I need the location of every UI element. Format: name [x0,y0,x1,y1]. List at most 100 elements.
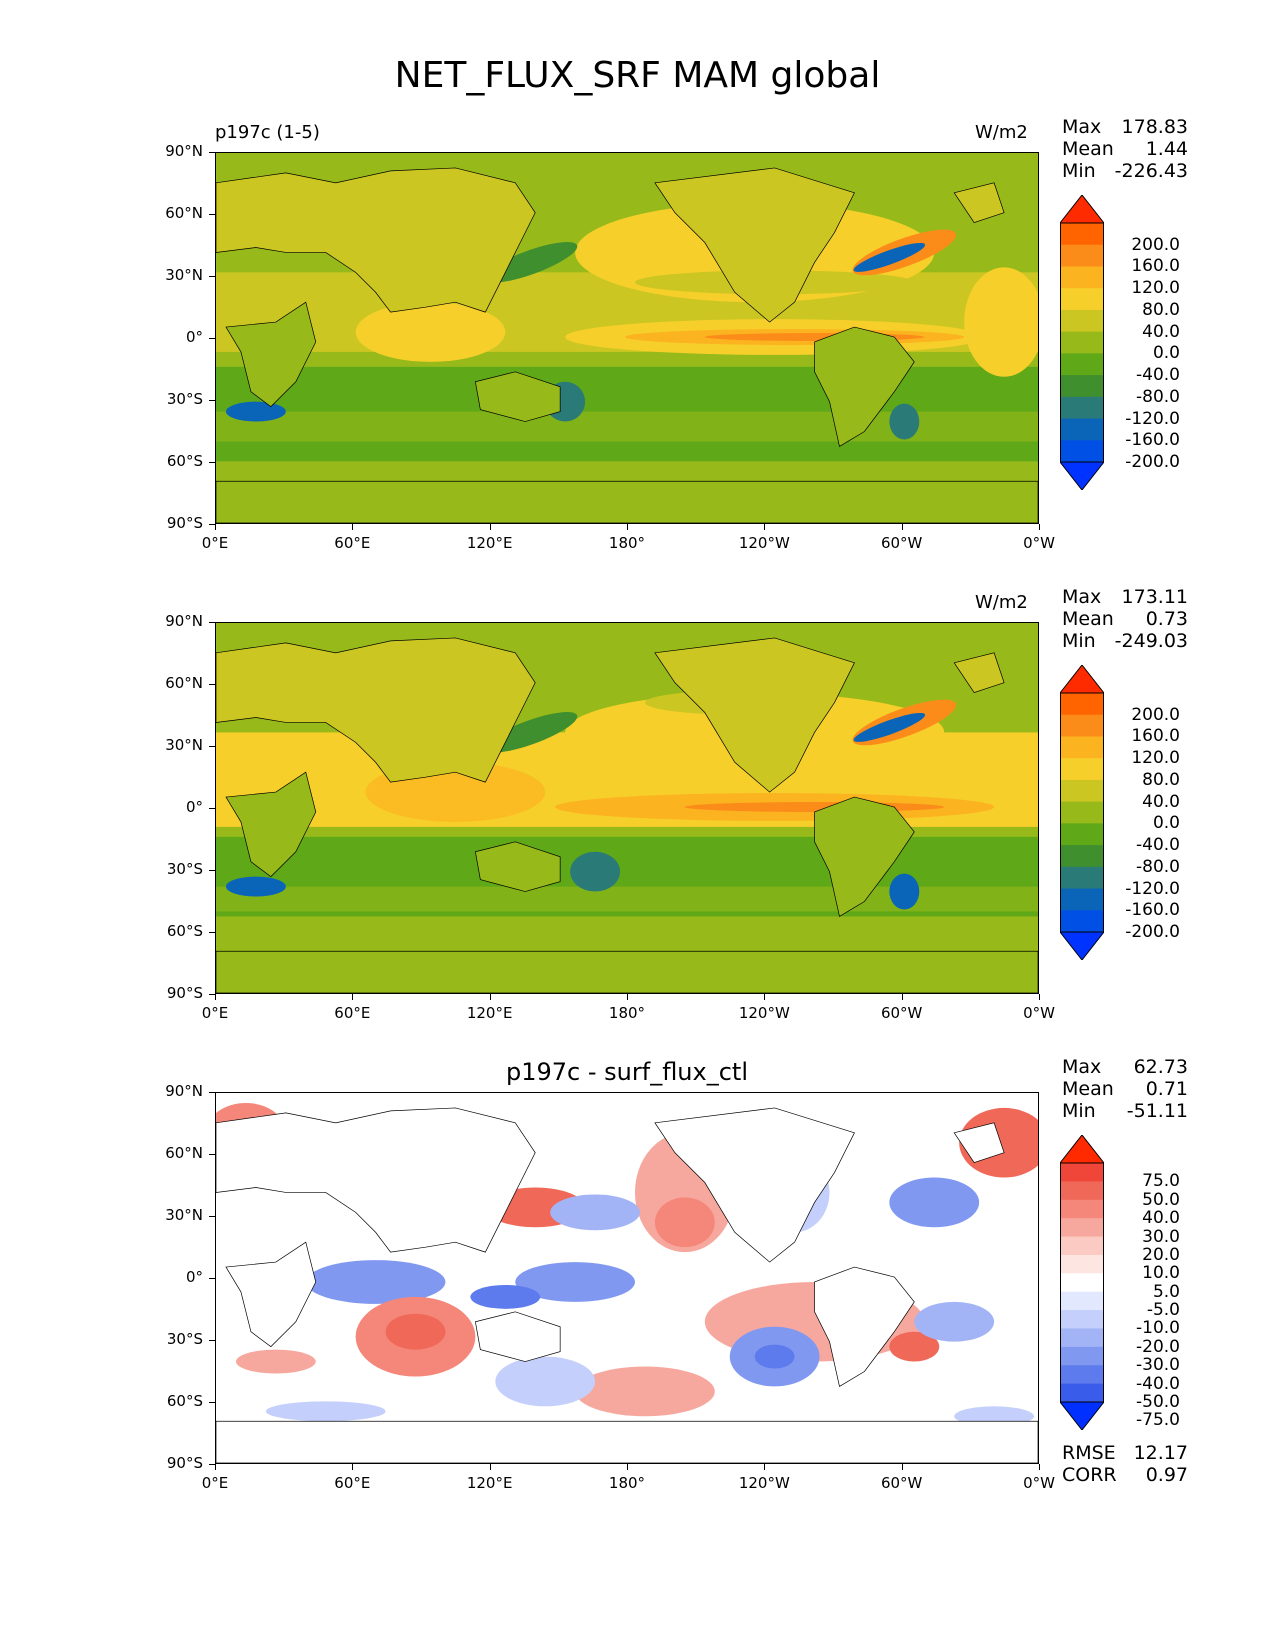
colorbar-segment [1060,331,1104,354]
panel-2-colorbar [1060,665,1104,960]
panel-1-max-label: Max [1062,116,1102,138]
figure-title: NET_FLUX_SRF MAM global [394,55,881,96]
colorbar-extend-min [1060,1401,1104,1430]
colorbar-segment [1060,845,1104,868]
colorbar-segment [1060,223,1104,246]
lon-tick-label: 120°W [738,534,790,552]
lon-tick-mark [352,994,354,1000]
colorbar-level-label: 80.0 [1142,769,1180,790]
panel-3-contour-field [216,1093,1038,1463]
lon-tick-label: 0°W [1023,534,1055,552]
colorbar-segment [1060,418,1104,441]
lat-tick-label: 60°N [165,674,203,692]
colorbar-level-label: -160.0 [1125,900,1180,921]
panel-3-min-value: -51.11 [1126,1100,1188,1122]
lat-tick-mark [209,1154,215,1155]
colorbar-segment [1060,1163,1104,1182]
lat-tick-mark [209,524,215,525]
lon-tick-label: 0°W [1023,1004,1055,1022]
panel-1-max-value: 178.83 [1121,116,1188,138]
panel-1-min-value: -226.43 [1114,160,1188,182]
lon-tick-mark [764,1464,766,1470]
colorbar-segment [1060,823,1104,846]
colorbar-segment [1060,910,1104,933]
colorbar-level-label: 40.0 [1142,791,1180,812]
colorbar-level-label: -200.0 [1125,922,1180,942]
panel-2-units: W/m2 [975,592,1028,613]
lat-tick-label: 60°N [165,204,203,222]
colorbar-level-label: -40.0 [1136,365,1180,386]
colorbar-level-label: -75.0 [1136,1410,1180,1431]
colorbar-segment [1060,1181,1104,1201]
lat-tick-mark [209,870,215,871]
colorbar-segment [1060,1273,1104,1293]
colorbar-segment [1060,375,1104,398]
colorbar-segment [1060,1236,1104,1256]
colorbar-level-label: 120.0 [1131,278,1180,299]
lon-tick-mark [764,524,766,530]
lon-tick-label: 60°W [880,1474,923,1492]
panel-2-min-label: Min [1062,630,1096,652]
colorbar-segment [1060,244,1104,267]
panel-3-min-label: Min [1062,1100,1096,1122]
lon-tick-label: 120°E [466,534,513,552]
panel-2-mean-label: Mean [1062,608,1114,630]
panel-2-max-value: 173.11 [1121,586,1188,608]
lon-tick-label: 180° [608,534,646,552]
lat-tick-label: 30°N [165,266,203,284]
panel-1-contour-field [216,153,1038,523]
lat-tick-mark [209,400,215,401]
panel-1-units: W/m2 [975,122,1028,143]
lon-tick-label: 60°E [334,1474,371,1492]
lat-tick-label: 90°S [166,1454,203,1472]
lon-tick-mark [489,994,491,1000]
panel-3-map [215,1092,1039,1464]
colorbar-segment [1060,1365,1104,1385]
lon-tick-label: 180° [608,1474,646,1492]
lon-tick-label: 0°E [201,1474,229,1492]
colorbar-level-label: -10.0 [1136,1318,1180,1339]
colorbar-segment [1060,693,1104,716]
colorbar-level-label: 30.0 [1142,1226,1180,1247]
colorbar-level-label: -5.0 [1146,1300,1180,1321]
colorbar-level-label: -200.0 [1125,452,1180,472]
lon-tick-mark [764,994,766,1000]
colorbar-extend-max [1060,195,1104,224]
colorbar-segment [1060,1218,1104,1238]
lon-tick-label: 0°W [1023,1474,1055,1492]
lon-tick-mark [1039,994,1040,1000]
colorbar-level-label: 40.0 [1142,1208,1180,1229]
colorbar-segment [1060,801,1104,824]
lat-tick-label: 60°N [165,1144,203,1162]
lat-tick-mark [209,338,215,339]
colorbar-segment [1060,1310,1104,1329]
lat-tick-mark [209,214,215,215]
colorbar-segment [1060,1328,1104,1348]
colorbar-level-label: 10.0 [1142,1263,1180,1284]
colorbar-segment [1060,1383,1104,1403]
lon-tick-mark [489,1464,491,1470]
lat-tick-label: 30°N [165,736,203,754]
rmse-label: RMSE [1062,1442,1116,1464]
lat-tick-mark [209,1216,215,1217]
colorbar-segment [1060,714,1104,737]
colorbar-level-label: -160.0 [1125,430,1180,451]
panel-1-left-title: p197c (1-5) [215,122,320,143]
panel-1-colorbar [1060,195,1104,490]
lat-tick-mark [209,152,215,153]
colorbar-segment [1060,266,1104,289]
colorbar-segment [1060,888,1104,911]
colorbar-level-label: 200.0 [1131,234,1180,255]
lon-tick-label: 120°W [738,1004,790,1022]
colorbar-level-label: -30.0 [1136,1355,1180,1376]
colorbar-level-label: 160.0 [1131,256,1180,277]
lat-tick-label: 90°N [165,612,203,630]
lat-tick-mark [209,1402,215,1403]
colorbar-segment [1060,309,1104,333]
colorbar-extend-min [1060,931,1104,960]
panel-3-title: p197c - surf_flux_ctl [506,1058,748,1086]
colorbar-level-label: -40.0 [1136,1373,1180,1394]
lon-tick-mark [1039,524,1040,530]
lon-tick-label: 60°W [880,1004,923,1022]
colorbar-segment [1060,736,1104,759]
